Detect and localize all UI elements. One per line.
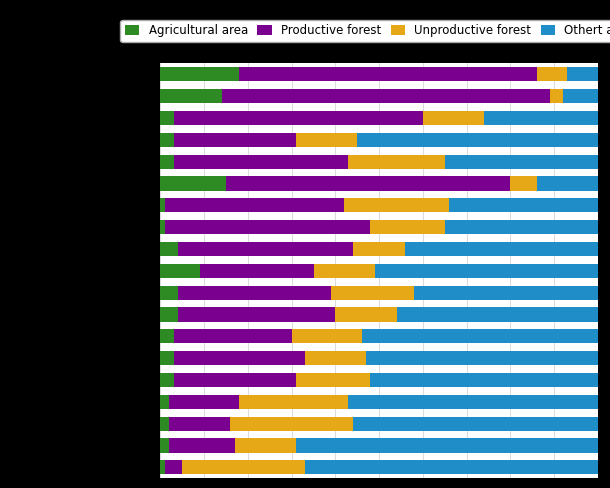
Bar bbox=[160, 220, 165, 234]
Bar bbox=[174, 329, 292, 344]
Bar bbox=[160, 329, 174, 344]
Bar bbox=[305, 351, 366, 365]
Bar bbox=[160, 264, 200, 278]
Bar bbox=[182, 460, 305, 474]
Bar bbox=[375, 264, 598, 278]
Bar bbox=[160, 285, 178, 300]
Bar bbox=[353, 242, 406, 256]
Bar bbox=[174, 351, 305, 365]
Bar bbox=[370, 373, 598, 387]
Bar bbox=[336, 307, 396, 322]
Bar bbox=[314, 264, 375, 278]
Bar bbox=[353, 417, 598, 431]
Bar bbox=[414, 285, 598, 300]
Bar bbox=[160, 373, 174, 387]
Bar bbox=[160, 67, 239, 81]
Bar bbox=[537, 177, 598, 191]
Bar bbox=[348, 155, 445, 169]
Bar bbox=[160, 438, 169, 452]
Bar bbox=[160, 177, 226, 191]
Bar bbox=[160, 155, 174, 169]
Bar bbox=[296, 438, 598, 452]
Bar bbox=[445, 220, 598, 234]
Bar bbox=[406, 242, 598, 256]
Bar bbox=[174, 133, 296, 147]
Bar bbox=[174, 155, 348, 169]
Bar bbox=[160, 133, 174, 147]
Legend: Agricultural area, Productive forest, Unproductive forest, Othert area: Agricultural area, Productive forest, Un… bbox=[120, 20, 610, 42]
Bar bbox=[239, 395, 348, 409]
Bar bbox=[231, 417, 353, 431]
Bar bbox=[537, 67, 567, 81]
Bar bbox=[567, 67, 598, 81]
Bar bbox=[169, 438, 235, 452]
Bar bbox=[226, 177, 511, 191]
Bar bbox=[239, 67, 537, 81]
Bar bbox=[348, 395, 598, 409]
Bar bbox=[160, 460, 165, 474]
Bar bbox=[344, 198, 449, 212]
Bar bbox=[235, 438, 296, 452]
Bar bbox=[200, 264, 314, 278]
Bar bbox=[165, 460, 182, 474]
Bar bbox=[563, 89, 598, 103]
Bar bbox=[449, 198, 598, 212]
Bar bbox=[178, 242, 353, 256]
Bar bbox=[366, 351, 598, 365]
Bar bbox=[445, 155, 598, 169]
Bar bbox=[160, 395, 169, 409]
Bar bbox=[174, 111, 423, 125]
Bar bbox=[296, 373, 370, 387]
Bar bbox=[296, 133, 357, 147]
Bar bbox=[331, 285, 414, 300]
Bar bbox=[357, 133, 598, 147]
Bar bbox=[169, 395, 239, 409]
Bar bbox=[160, 417, 169, 431]
Bar bbox=[396, 307, 598, 322]
Bar bbox=[160, 198, 165, 212]
Bar bbox=[160, 351, 174, 365]
Bar bbox=[160, 111, 174, 125]
Bar bbox=[178, 285, 331, 300]
Bar bbox=[178, 307, 336, 322]
Bar bbox=[174, 373, 296, 387]
Bar bbox=[165, 220, 370, 234]
Bar bbox=[423, 111, 484, 125]
Bar bbox=[221, 89, 550, 103]
Bar bbox=[160, 307, 178, 322]
Bar bbox=[362, 329, 598, 344]
Bar bbox=[484, 111, 598, 125]
Bar bbox=[511, 177, 537, 191]
Bar bbox=[160, 89, 221, 103]
Bar bbox=[305, 460, 598, 474]
Bar bbox=[165, 198, 344, 212]
Bar bbox=[169, 417, 231, 431]
Bar bbox=[370, 220, 445, 234]
Bar bbox=[292, 329, 362, 344]
Bar bbox=[160, 242, 178, 256]
Bar bbox=[550, 89, 563, 103]
